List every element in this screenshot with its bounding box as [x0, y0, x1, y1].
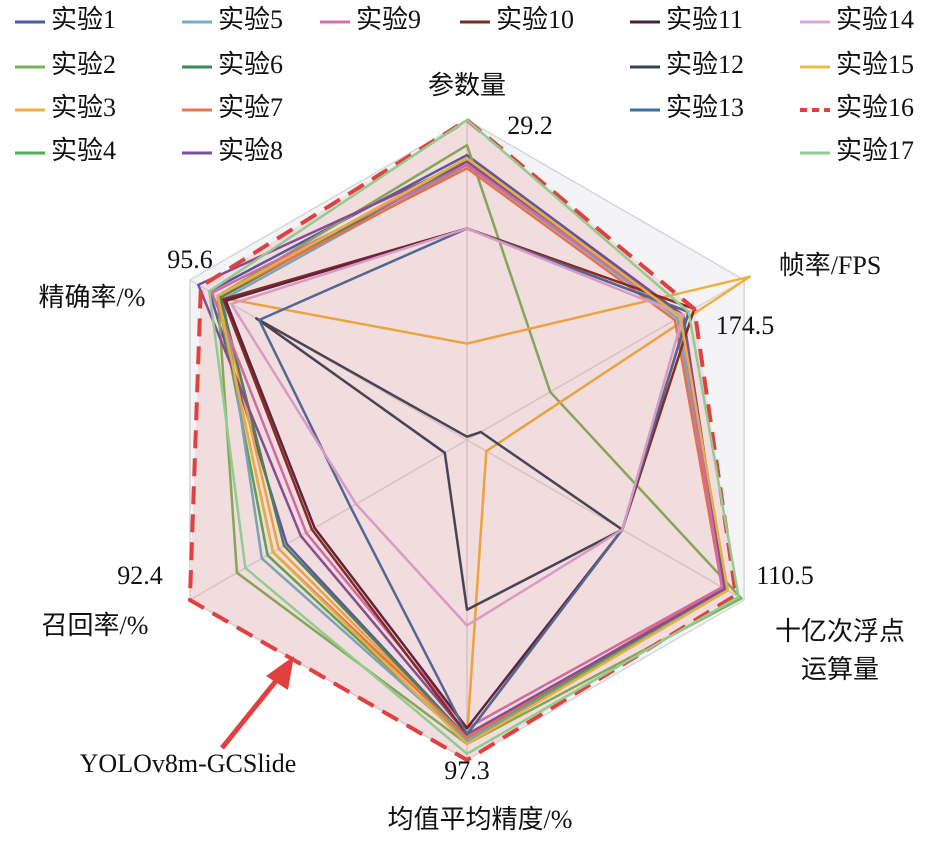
- legend-label: 实验3: [51, 93, 116, 122]
- legend-label: 实验16: [836, 93, 914, 122]
- legend: 实验1 实验2 实验3 实验4 实验5 实验6 实验7 实验8 实验9 实验10 实验11 实验12 实…: [15, 5, 914, 165]
- series-polygon: [230, 227, 685, 627]
- axis-max-label: 110.5: [756, 561, 814, 590]
- legend-label: 实验6: [218, 50, 283, 79]
- legend-label: 实验10: [496, 5, 574, 34]
- axis-name: 十亿次浮点: [775, 617, 905, 646]
- legend-label: 实验11: [666, 5, 743, 34]
- legend-label: 实验17: [836, 136, 914, 165]
- axis-name: 参数量: [428, 71, 506, 100]
- legend-label: 实验9: [356, 5, 421, 34]
- annotation-arrow: [220, 674, 282, 750]
- axis-max-label: 92.4: [117, 561, 163, 590]
- axis-name: 召回率/%: [42, 611, 149, 640]
- axis-max-label: 97.3: [444, 756, 490, 785]
- legend-label: 实验13: [666, 93, 744, 122]
- axis-name: 帧率/FPS: [779, 251, 882, 280]
- axis-max-label: 174.5: [716, 311, 775, 340]
- legend-label: 实验8: [218, 136, 283, 165]
- axis-spoke: [466, 439, 745, 601]
- series-polygon: [208, 118, 740, 756]
- legend-label: 实验4: [51, 136, 116, 165]
- series-polygon: [216, 157, 729, 746]
- series-polygon: [255, 317, 624, 611]
- axis-spoke: [466, 279, 745, 441]
- axis-name: 均值平均精度/%: [388, 805, 573, 834]
- axis-name: 运算量: [801, 655, 879, 684]
- axis-max-label: 29.2: [507, 111, 553, 140]
- annotation-arrowhead: [266, 656, 294, 690]
- legend-label: 实验12: [666, 50, 744, 79]
- legend-label: 实验2: [51, 50, 116, 79]
- annotation: YOLOv8m-GCSlide: [80, 749, 297, 778]
- series-polygon: [187, 118, 738, 762]
- plot-area: [187, 118, 751, 762]
- legend-label: 实验14: [836, 5, 914, 34]
- legend-label: 实验7: [218, 93, 283, 122]
- axis-max-label: 95.6: [167, 245, 213, 274]
- legend-label: 实验15: [836, 50, 914, 79]
- axis-name: 精确率/%: [39, 283, 146, 312]
- legend-label: 实验1: [51, 5, 116, 34]
- legend-label: 实验5: [218, 5, 283, 34]
